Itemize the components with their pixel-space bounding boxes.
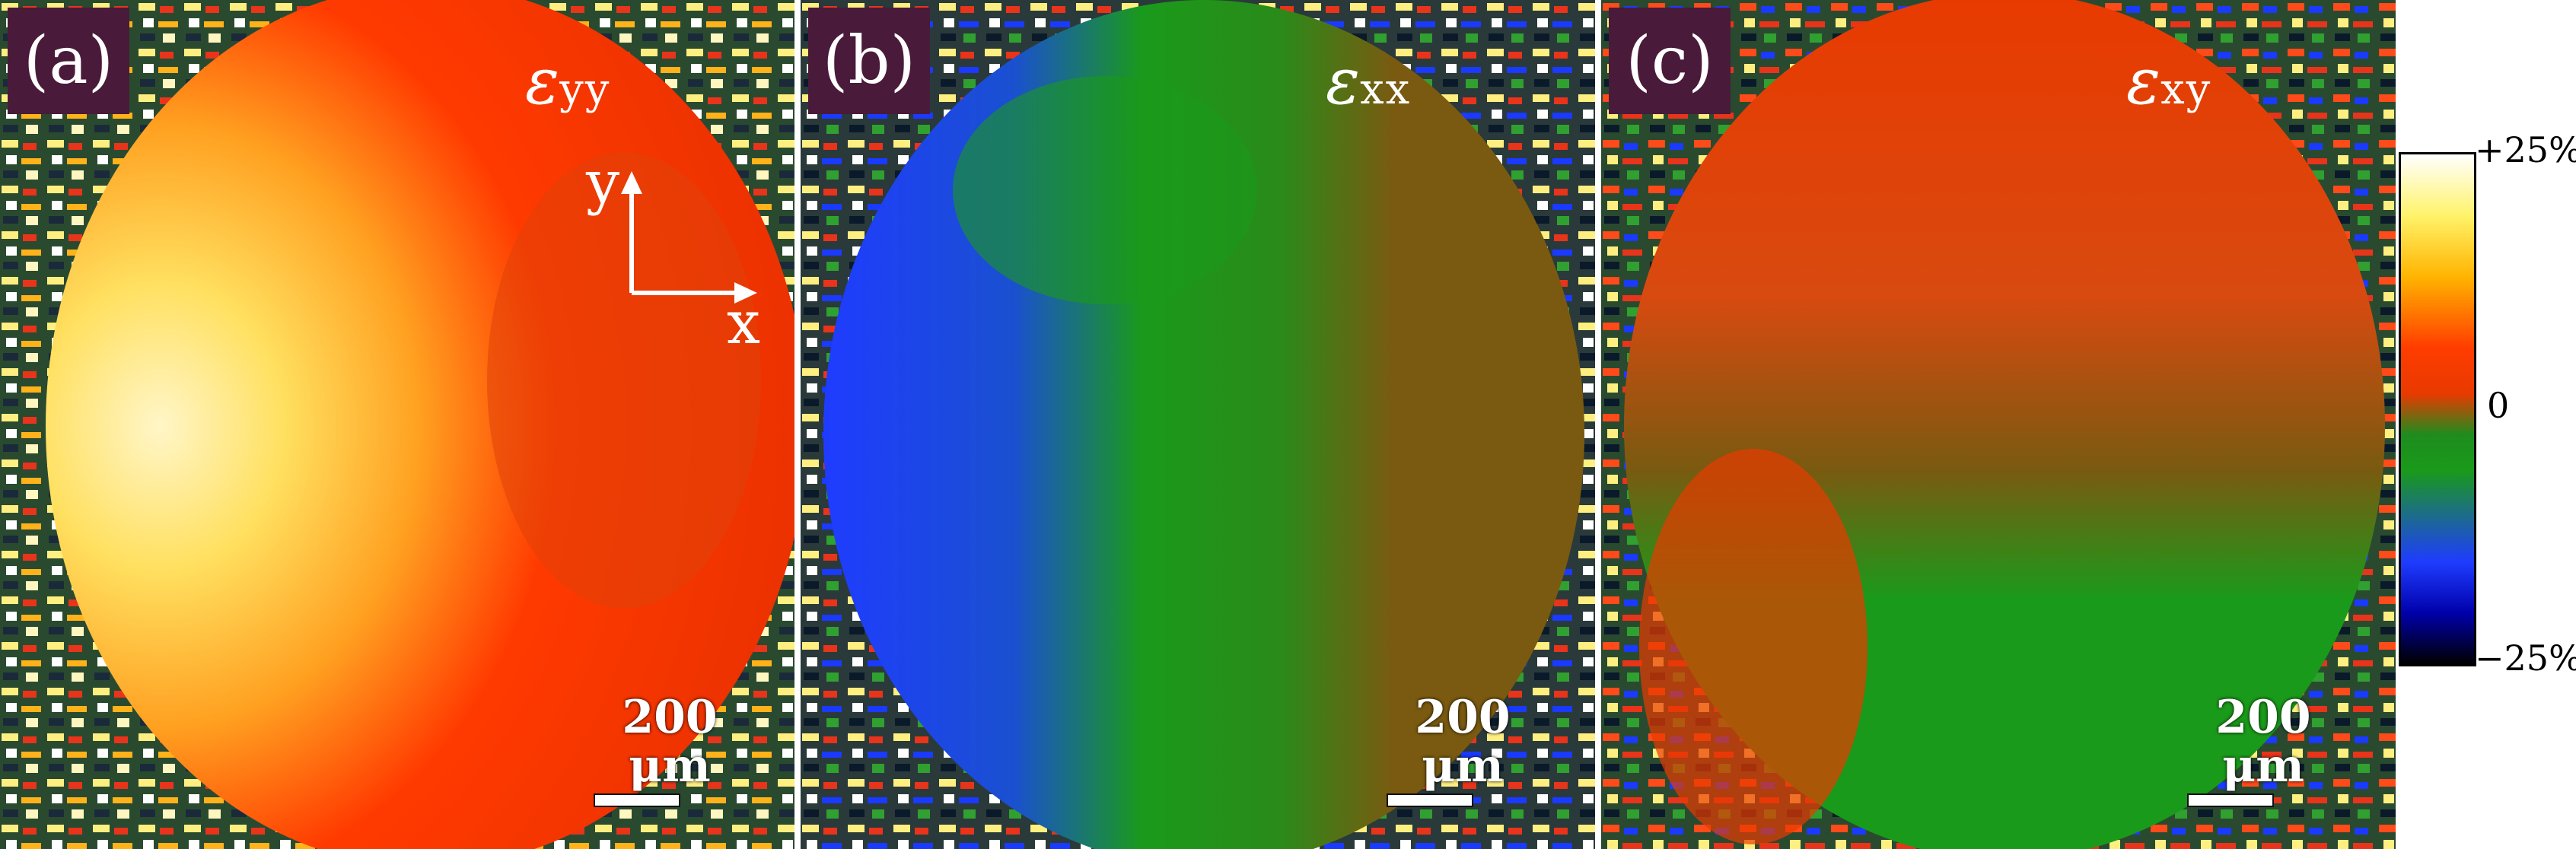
- colorbar-legend: +25% 0 −25%: [2396, 0, 2576, 849]
- axis-x-label: x: [727, 289, 760, 358]
- strain-map-exx: [801, 0, 1595, 849]
- strain-label-eyy: εyy: [525, 44, 610, 119]
- strain-label-exx: εxx: [1326, 44, 1411, 119]
- colorbar-top-label: +25%: [2475, 129, 2576, 170]
- scale-bar-text: 200 μm: [2215, 691, 2311, 793]
- colorbar-gradient: [2399, 152, 2476, 666]
- panel-label-a: (a): [8, 8, 129, 114]
- strain-symbol: ε: [525, 44, 560, 119]
- strain-symbol: ε: [2126, 44, 2161, 119]
- panel-c: (c) εxy 200 μm: [1601, 0, 2396, 849]
- strain-map-eyy: [0, 0, 794, 849]
- scale-bar-a: 200 μm: [594, 693, 746, 807]
- colorbar-bottom-label: −25%: [2475, 638, 2576, 679]
- panel-a: (a) εyy y x 200 μm: [0, 0, 794, 849]
- scale-bar-c: 200 μm: [2187, 693, 2339, 807]
- coordinate-axes: y x: [586, 148, 769, 358]
- axes-arrows-icon: [621, 171, 757, 304]
- strain-symbol: ε: [1326, 44, 1361, 119]
- strain-subscript: yy: [559, 65, 611, 114]
- scale-bar-line: [1387, 793, 1473, 807]
- colorbar-mid-label: 0: [2487, 385, 2510, 426]
- scale-bar-line: [2187, 793, 2274, 807]
- strain-subscript: xx: [1360, 65, 1412, 114]
- panel-b: (b) εxx 200 μm: [801, 0, 1595, 849]
- strain-map-exy: [1601, 0, 2396, 849]
- scale-bar-b: 200 μm: [1387, 693, 1539, 807]
- scale-bar-text: 200 μm: [622, 691, 718, 793]
- strain-subscript: xy: [2160, 65, 2212, 114]
- scale-bar-text: 200 μm: [1415, 691, 1511, 793]
- strain-label-exy: εxy: [2126, 44, 2211, 119]
- panel-label-b: (b): [808, 8, 930, 114]
- panel-label-c: (c): [1609, 8, 1731, 114]
- scale-bar-line: [594, 793, 680, 807]
- axis-y-label: y: [586, 148, 620, 217]
